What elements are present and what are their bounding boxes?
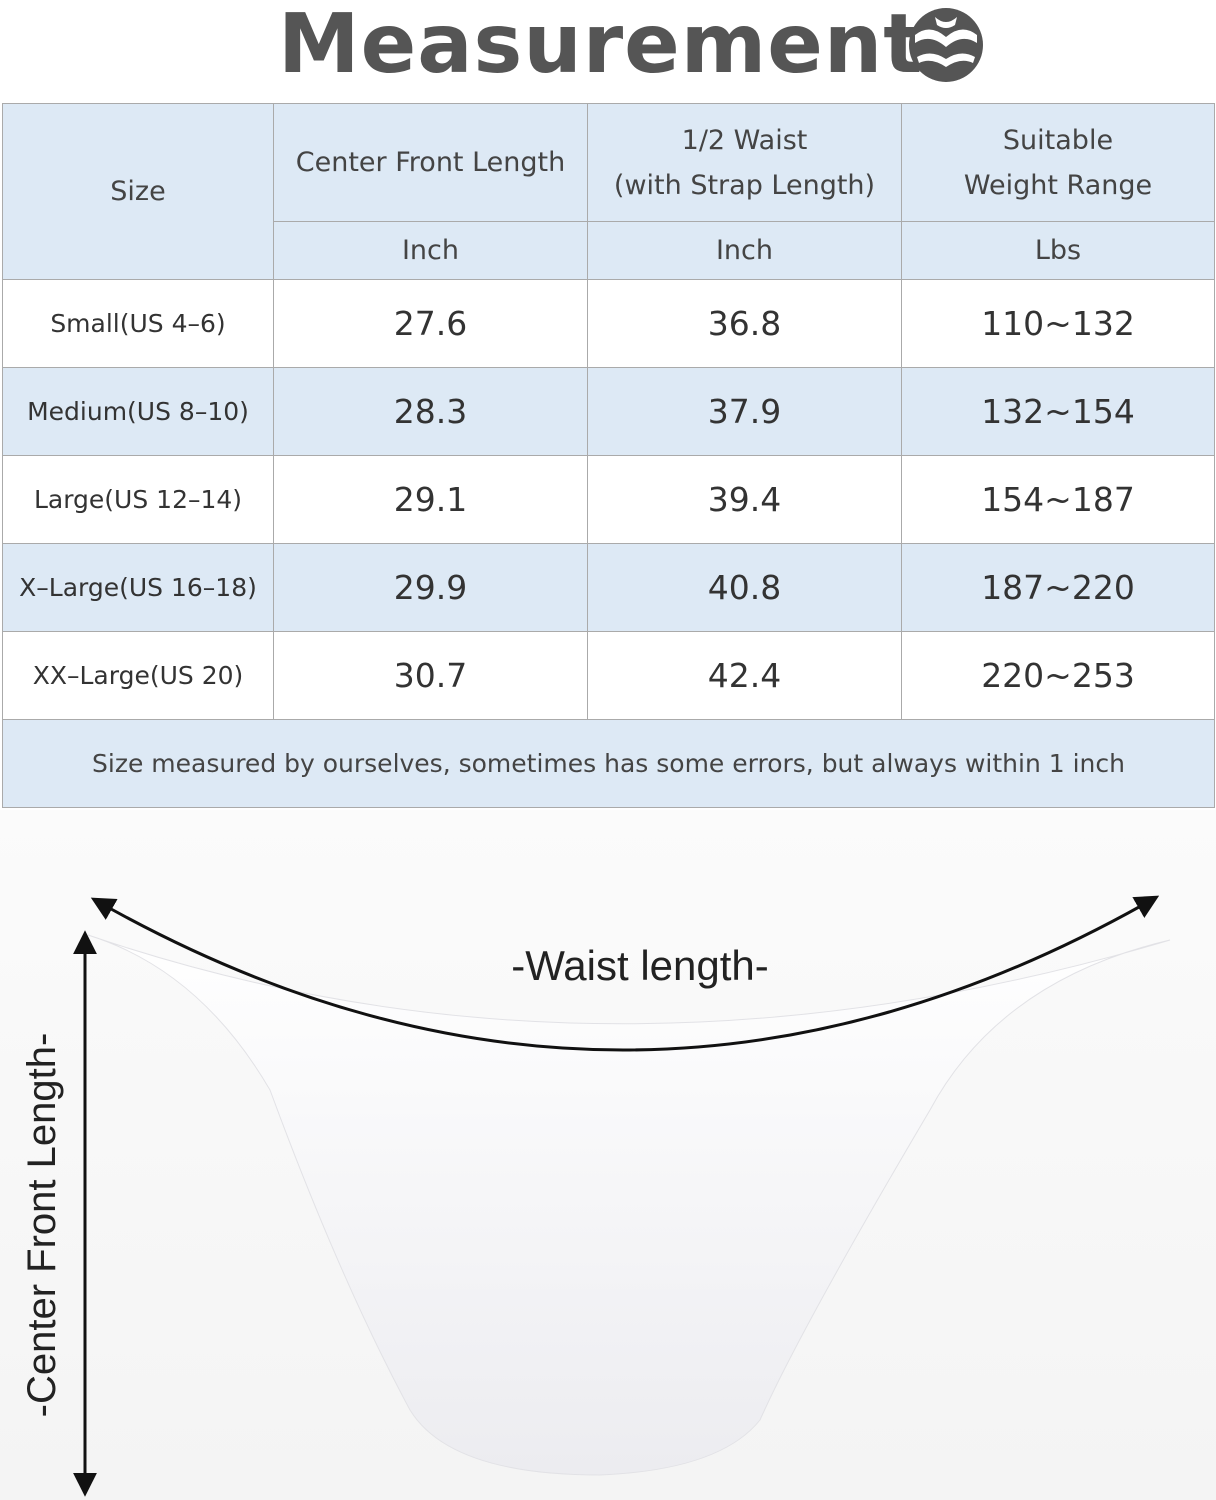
value-cell: 39.4 [587,455,902,544]
garment [87,934,1171,1476]
size-cell: XX–Large(US 20) [2,631,274,720]
value-cell: 37.9 [587,367,902,456]
value-cell: 132~154 [901,367,1215,456]
table-row: Large(US 12–14) 29.1 39.4 154~187 [2,455,1215,544]
unit-cell: Inch [587,221,902,280]
header-cell: 1/2 Waist (with Strap Length) [587,103,902,222]
value-cell: 220~253 [901,631,1215,720]
unit-cell: Inch [273,221,588,280]
logo [909,8,983,82]
value-cell: 110~132 [901,279,1215,368]
table-row: Medium(US 8–10) 28.3 37.9 132~154 [2,367,1215,456]
value-cell: 40.8 [587,543,902,632]
value-cell: 187~220 [901,543,1215,632]
title: Measurement [278,0,924,92]
waist-arrow [90,895,1160,1052]
value-cell: 154~187 [901,455,1215,544]
size-table: Size Center Front Length 1/2 Waist (with S… [2,103,1215,808]
value-cell: 28.3 [273,367,588,456]
note: Size measured by ourselves, sometimes ha… [2,719,1215,808]
value-cell: 29.9 [273,543,588,632]
size-cell: Large(US 12–14) [2,455,274,544]
header-cell: Center Front Length [273,103,588,222]
table-row: Small(US 4–6) 27.6 36.8 110~132 [2,279,1215,368]
unit-cell: Lbs [901,221,1215,280]
table-row: X–Large(US 16–18) 29.9 40.8 187~220 [2,543,1215,632]
size-cell: Small(US 4–6) [2,279,274,368]
title-bar: Measurement [0,0,1216,100]
value-cell: 42.4 [587,631,902,720]
value-cell: 30.7 [273,631,588,720]
value-cell: 36.8 [587,279,902,368]
value-cell: 27.6 [273,279,588,368]
size-cell: Medium(US 8–10) [2,367,274,456]
value-cell: 29.1 [273,455,588,544]
size-cell: X–Large(US 16–18) [2,543,274,632]
table-row: XX–Large(US 20) 30.7 42.4 220~253 [2,631,1215,720]
waist-label: -Waist length- [511,942,769,989]
header-cell: Suitable Weight Range [901,103,1215,222]
diagram: -Waist length- -Center Front Length- [0,810,1216,1500]
header-cell: Size [2,103,274,280]
length-label: -Center Front Length- [20,1033,64,1418]
